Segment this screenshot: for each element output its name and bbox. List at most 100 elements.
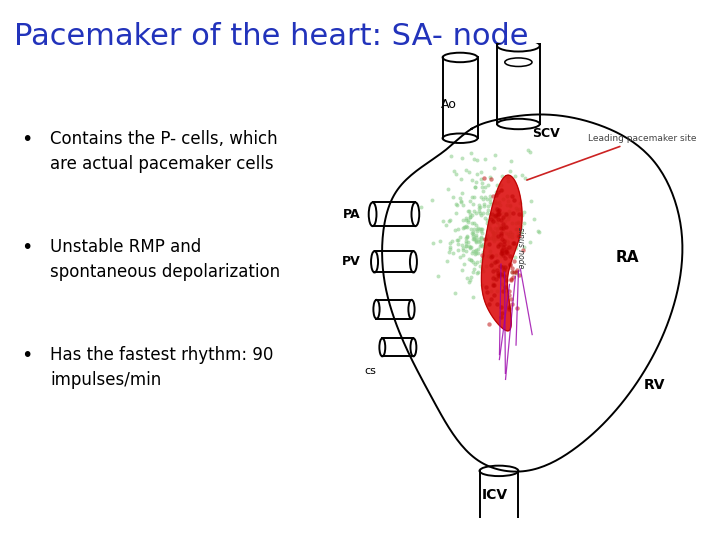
Point [450,289,462,298]
Point [503,305,515,314]
Point [477,267,489,275]
Point [475,192,487,201]
Point [483,240,495,249]
Point [485,286,497,295]
Point [484,246,495,255]
Point [474,203,486,212]
Point [492,206,504,215]
Point [451,200,462,209]
Point [473,234,485,243]
Point [492,208,504,217]
Point [506,244,518,252]
Point [456,265,468,274]
Point [509,172,521,180]
Point [458,260,469,268]
Point [487,218,498,226]
Point [467,230,479,238]
Point [477,280,488,289]
Point [499,264,510,272]
Point [503,215,514,224]
Point [503,243,514,252]
Point [504,287,516,295]
Text: ICV: ICV [482,488,508,502]
Point [485,294,497,303]
Point [512,229,523,238]
Point [457,215,469,224]
Point [455,174,467,183]
Point [469,182,481,191]
Point [477,195,488,204]
Point [495,208,506,217]
Point [524,238,536,246]
Point [460,213,472,222]
Point [470,233,482,241]
Point [490,191,502,199]
Point [487,217,499,225]
Point [496,262,508,271]
Point [487,273,499,282]
Point [498,241,509,250]
Point [504,291,516,299]
Point [508,256,519,265]
Point [505,201,516,210]
Point [491,199,503,207]
Point [487,192,499,201]
Point [468,154,480,163]
Point [497,287,508,295]
Point [485,195,496,204]
Point [520,174,531,183]
Point [485,219,497,227]
Point [511,303,523,312]
Point [471,156,482,164]
Point [498,237,510,246]
Point [500,228,512,237]
Point [485,233,496,242]
Point [455,197,467,205]
Point [492,210,504,218]
Point [453,246,464,255]
Point [500,253,511,262]
Point [495,240,506,248]
Point [524,147,536,156]
Point [449,225,461,234]
Point [506,264,518,272]
Point [466,273,477,281]
Point [446,236,458,245]
Point [458,251,469,260]
Point [460,241,472,250]
Point [487,279,499,287]
Polygon shape [482,175,522,331]
Point [456,198,467,206]
Point [443,247,454,256]
Point [505,295,517,303]
Point [472,245,483,254]
Point [495,237,507,246]
Point [508,268,520,276]
Point [462,207,474,215]
Point [492,242,504,251]
Point [496,280,508,289]
Point [492,243,503,252]
Point [481,194,492,203]
Point [441,256,453,265]
Point [492,212,504,221]
Text: Leading pacemaker site: Leading pacemaker site [527,134,697,180]
Point [487,217,499,226]
Point [478,201,490,210]
Point [511,266,523,275]
Point [467,231,479,240]
Point [454,233,466,241]
Point [506,230,518,238]
Point [503,232,515,241]
Point [488,231,500,239]
Point [500,241,512,250]
Point [464,197,476,206]
Point [472,269,483,278]
Point [482,206,494,214]
Point [471,209,482,218]
Point [444,238,456,247]
Point [503,197,514,205]
Point [509,253,521,262]
Point [497,209,508,218]
Point [528,215,539,224]
